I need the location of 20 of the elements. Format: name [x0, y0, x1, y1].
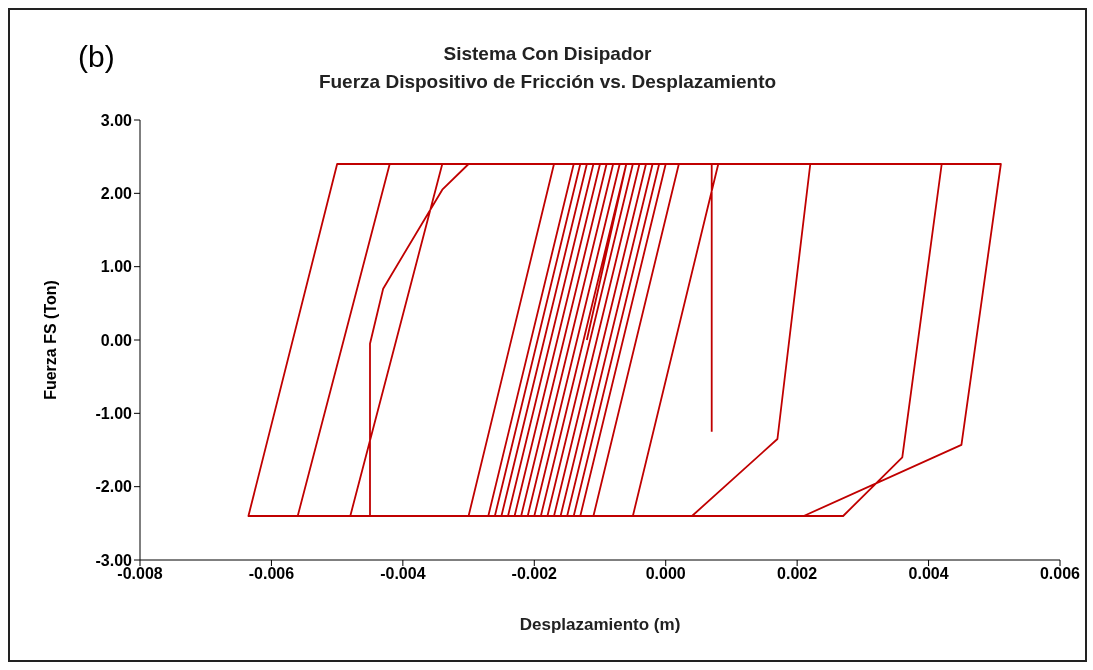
- y-tick-label: 0.00: [100, 331, 133, 349]
- y-tick-label: -1.00: [95, 405, 133, 423]
- chart-title: Sistema Con Disipador: [443, 43, 652, 64]
- x-tick-label: -0.008: [117, 565, 163, 583]
- x-tick-label: -0.006: [248, 565, 295, 583]
- x-axis-title: Desplazamiento (m): [519, 615, 681, 634]
- x-tick-label: -0.002: [511, 565, 558, 583]
- y-tick-label: 1.00: [100, 258, 133, 276]
- y-tick-label: -2.00: [95, 478, 133, 496]
- x-tick-label: -0.004: [380, 565, 426, 583]
- line-series: [247, 163, 1002, 517]
- chart-subtitle: Fuerza Dispositivo de Fricción vs. Desplazamiento: [318, 71, 777, 92]
- y-tick-label: 2.00: [100, 185, 133, 203]
- x-tick-label: 0.000: [645, 565, 686, 583]
- text: (b): [78, 40, 115, 74]
- x-tick-label: 0.004: [908, 565, 949, 583]
- y-tick-label: 3.00: [100, 111, 133, 129]
- y-axis-title: Fuerza FS (Ton): [41, 280, 59, 400]
- x-tick-label: 0.006: [1039, 565, 1081, 583]
- x-tick-label: 0.002: [777, 565, 818, 583]
